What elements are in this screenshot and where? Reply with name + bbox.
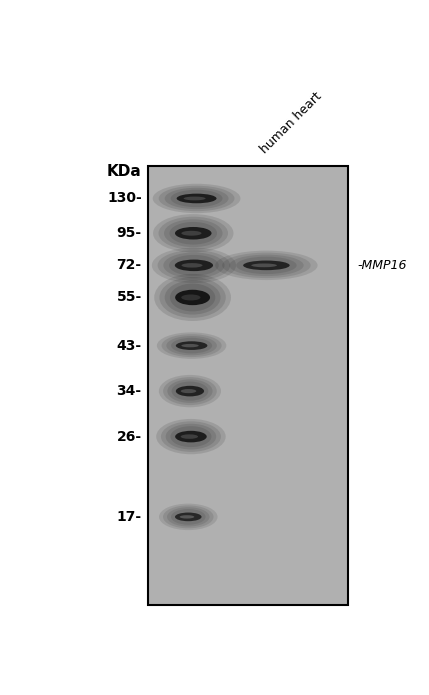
Ellipse shape — [166, 336, 217, 355]
Text: 43-: 43- — [117, 338, 142, 352]
Bar — [148, 166, 348, 605]
Ellipse shape — [163, 377, 217, 405]
Ellipse shape — [159, 504, 218, 530]
Ellipse shape — [170, 426, 211, 447]
Ellipse shape — [159, 375, 221, 407]
Ellipse shape — [164, 220, 223, 247]
Ellipse shape — [163, 505, 214, 528]
Text: 130-: 130- — [107, 191, 142, 206]
Ellipse shape — [175, 431, 207, 443]
Ellipse shape — [181, 434, 198, 439]
Ellipse shape — [175, 227, 211, 240]
Ellipse shape — [229, 254, 304, 276]
Text: human heart: human heart — [258, 89, 324, 156]
Ellipse shape — [166, 424, 216, 450]
Text: 17-: 17- — [117, 510, 142, 524]
Ellipse shape — [177, 194, 217, 203]
Ellipse shape — [184, 197, 205, 200]
Ellipse shape — [153, 183, 241, 213]
Ellipse shape — [170, 284, 215, 311]
Ellipse shape — [162, 334, 222, 357]
Text: 55-: 55- — [117, 291, 142, 304]
Ellipse shape — [169, 222, 217, 245]
Text: KDa: KDa — [107, 164, 142, 179]
Ellipse shape — [181, 263, 202, 268]
Ellipse shape — [243, 261, 290, 270]
Ellipse shape — [152, 247, 236, 283]
Ellipse shape — [153, 214, 233, 252]
Ellipse shape — [160, 277, 226, 318]
Ellipse shape — [172, 382, 208, 401]
Ellipse shape — [171, 509, 205, 525]
Ellipse shape — [181, 295, 200, 300]
Ellipse shape — [181, 231, 202, 236]
Ellipse shape — [171, 190, 223, 207]
Ellipse shape — [236, 256, 297, 274]
Ellipse shape — [171, 338, 212, 354]
Ellipse shape — [180, 515, 194, 518]
Ellipse shape — [181, 389, 196, 393]
Ellipse shape — [167, 507, 209, 527]
Text: 26-: 26- — [117, 430, 142, 443]
Ellipse shape — [159, 217, 228, 250]
Text: -MMP16: -MMP16 — [358, 259, 408, 272]
Ellipse shape — [251, 263, 277, 267]
Ellipse shape — [159, 186, 235, 211]
Ellipse shape — [175, 259, 213, 271]
Ellipse shape — [163, 252, 224, 278]
Ellipse shape — [215, 251, 317, 280]
Ellipse shape — [165, 280, 221, 315]
Ellipse shape — [157, 332, 227, 359]
Ellipse shape — [154, 274, 231, 321]
Ellipse shape — [156, 419, 226, 455]
Text: 72-: 72- — [117, 259, 142, 272]
Ellipse shape — [175, 512, 202, 521]
Ellipse shape — [161, 421, 221, 452]
Ellipse shape — [157, 250, 230, 281]
Text: 34-: 34- — [117, 384, 142, 398]
Text: 95-: 95- — [117, 227, 142, 240]
Ellipse shape — [169, 255, 219, 276]
Ellipse shape — [167, 379, 212, 403]
Ellipse shape — [222, 253, 311, 278]
Ellipse shape — [181, 344, 199, 348]
Ellipse shape — [176, 386, 204, 396]
Ellipse shape — [175, 290, 210, 305]
Ellipse shape — [176, 341, 207, 350]
Ellipse shape — [165, 188, 229, 209]
